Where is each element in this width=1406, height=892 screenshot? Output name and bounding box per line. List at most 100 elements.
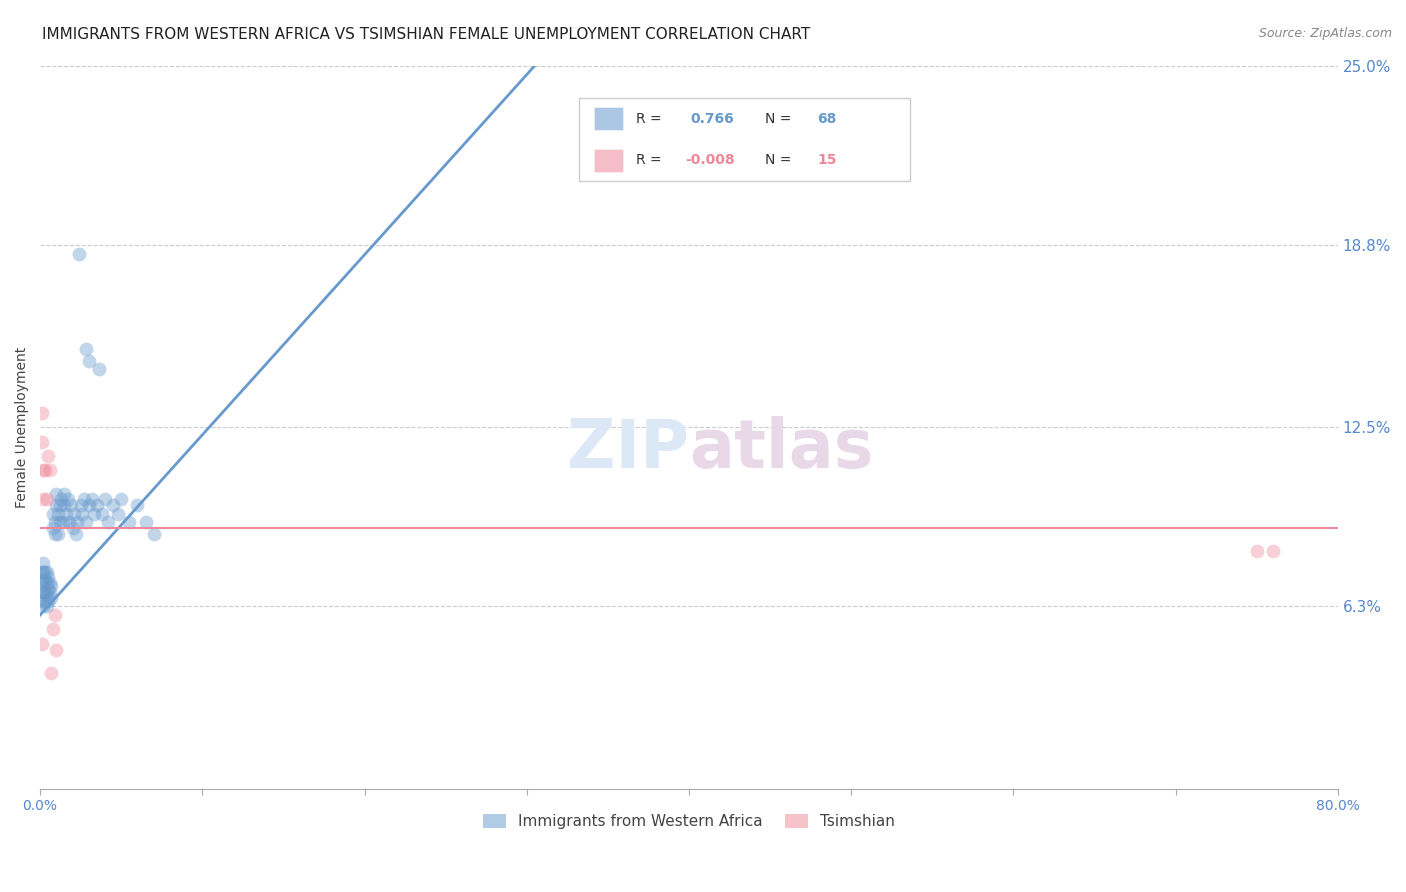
Text: Source: ZipAtlas.com: Source: ZipAtlas.com xyxy=(1258,27,1392,40)
Point xyxy=(38,463,60,477)
Point xyxy=(35,565,58,579)
Point xyxy=(127,498,149,512)
Point xyxy=(135,516,157,530)
Point xyxy=(63,507,86,521)
Point xyxy=(42,521,65,535)
Point xyxy=(77,498,100,512)
Point xyxy=(34,574,56,588)
Point xyxy=(32,463,55,477)
Point xyxy=(44,527,66,541)
Point xyxy=(53,486,76,500)
Point xyxy=(107,507,129,521)
Point xyxy=(97,516,120,530)
Text: atlas: atlas xyxy=(689,416,873,482)
Point xyxy=(45,498,67,512)
Point xyxy=(42,507,65,521)
Point xyxy=(31,637,53,651)
Point xyxy=(38,585,60,599)
Point xyxy=(83,507,105,521)
Point xyxy=(41,579,63,593)
Point xyxy=(41,665,63,680)
Point xyxy=(80,492,103,507)
Point xyxy=(35,599,58,614)
Point xyxy=(37,582,59,596)
Point xyxy=(65,527,87,541)
Point xyxy=(32,599,55,614)
Text: 68: 68 xyxy=(817,112,837,126)
Point xyxy=(67,246,90,260)
Text: R =: R = xyxy=(636,153,661,168)
Point xyxy=(32,565,55,579)
Point xyxy=(42,623,65,637)
Text: -0.008: -0.008 xyxy=(685,153,735,168)
Point xyxy=(69,498,91,512)
Point xyxy=(1261,544,1284,558)
Point xyxy=(75,342,97,356)
Point xyxy=(1246,544,1268,558)
Point xyxy=(94,492,117,507)
Point xyxy=(32,576,55,591)
Point xyxy=(31,574,53,588)
Point xyxy=(90,507,112,521)
Point xyxy=(38,576,60,591)
Point xyxy=(34,565,56,579)
Point xyxy=(34,463,56,477)
Point xyxy=(45,486,67,500)
Point xyxy=(66,516,89,530)
Point xyxy=(118,516,141,530)
Point xyxy=(46,507,69,521)
Point xyxy=(59,498,82,512)
FancyBboxPatch shape xyxy=(595,149,623,172)
Point xyxy=(62,521,84,535)
Point xyxy=(35,576,58,591)
Legend: Immigrants from Western Africa, Tsimshian: Immigrants from Western Africa, Tsimshia… xyxy=(477,808,901,835)
Point xyxy=(31,593,53,607)
FancyBboxPatch shape xyxy=(579,98,910,181)
Point xyxy=(48,498,70,512)
Text: IMMIGRANTS FROM WESTERN AFRICA VS TSIMSHIAN FEMALE UNEMPLOYMENT CORRELATION CHAR: IMMIGRANTS FROM WESTERN AFRICA VS TSIMSH… xyxy=(42,27,810,42)
Point xyxy=(45,642,67,657)
Point xyxy=(37,593,59,607)
Point xyxy=(51,492,73,507)
Point xyxy=(58,516,80,530)
Point xyxy=(32,585,55,599)
Point xyxy=(44,516,66,530)
Text: R =: R = xyxy=(636,112,661,126)
Point xyxy=(87,362,110,376)
Point xyxy=(52,516,75,530)
Point xyxy=(77,353,100,368)
Point xyxy=(31,585,53,599)
Point xyxy=(142,527,165,541)
Point xyxy=(32,556,55,570)
Point xyxy=(37,449,59,463)
Point xyxy=(31,406,53,420)
Point xyxy=(110,492,132,507)
Point xyxy=(46,527,69,541)
Text: N =: N = xyxy=(765,153,792,168)
Point xyxy=(35,588,58,602)
Y-axis label: Female Unemployment: Female Unemployment xyxy=(15,346,30,508)
Point xyxy=(86,498,108,512)
Point xyxy=(31,434,53,449)
Text: N =: N = xyxy=(765,112,792,126)
Text: 15: 15 xyxy=(817,153,837,168)
Point xyxy=(72,507,94,521)
Point xyxy=(32,492,55,507)
Text: 0.766: 0.766 xyxy=(690,112,734,126)
Point xyxy=(73,492,96,507)
Point xyxy=(44,607,66,622)
Point xyxy=(31,565,53,579)
Point xyxy=(55,507,77,521)
Point xyxy=(41,591,63,605)
Point xyxy=(37,570,59,584)
FancyBboxPatch shape xyxy=(595,107,623,130)
Point xyxy=(75,516,97,530)
Point xyxy=(53,498,76,512)
Point xyxy=(35,492,58,507)
Point xyxy=(34,593,56,607)
Point xyxy=(56,492,79,507)
Text: ZIP: ZIP xyxy=(567,416,689,482)
Point xyxy=(101,498,124,512)
Point xyxy=(34,585,56,599)
Point xyxy=(48,516,70,530)
